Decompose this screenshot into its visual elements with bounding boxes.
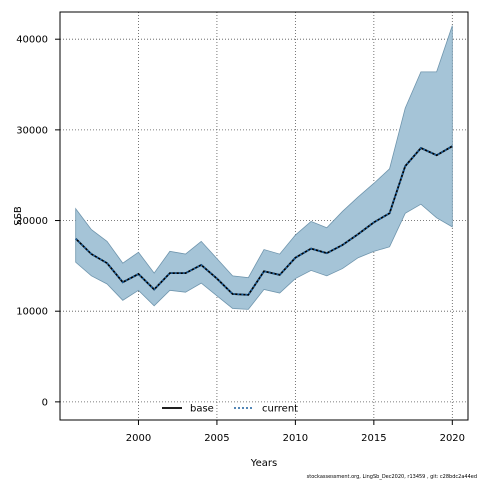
series-line-base	[75, 145, 453, 296]
x-tick-label-2000: 2000	[126, 433, 151, 444]
y-tick-label-0: 0	[42, 397, 48, 408]
x-tick-label-2015: 2015	[361, 433, 386, 444]
confidence-band-layer	[75, 25, 453, 310]
x-axis-title: Years	[250, 458, 277, 469]
y-tick-label-40000: 40000	[16, 35, 48, 46]
y-tick-label-20000: 20000	[16, 216, 48, 227]
y-axis-title: SSB	[13, 206, 24, 226]
x-tick-label-2005: 2005	[204, 433, 229, 444]
y-tick-label-10000: 10000	[16, 307, 48, 318]
series-layer	[75, 145, 453, 296]
confidence-band	[75, 25, 453, 310]
plot-frame	[59, 11, 469, 421]
y-tick-label-30000: 30000	[16, 125, 48, 136]
legend-label-base: base	[190, 404, 214, 415]
footer-note: stockassessment.org, LingSb_Dec2020, r13…	[307, 474, 477, 480]
legend-label-current: current	[262, 404, 298, 415]
x-tick-label-2010: 2010	[283, 433, 308, 444]
x-tick-label-2020: 2020	[440, 433, 465, 444]
axes-layer: 2000 2005 2010 2015 2020 0 10000 20000 30000 4000…	[16, 11, 469, 444]
legend: base current	[162, 404, 298, 415]
